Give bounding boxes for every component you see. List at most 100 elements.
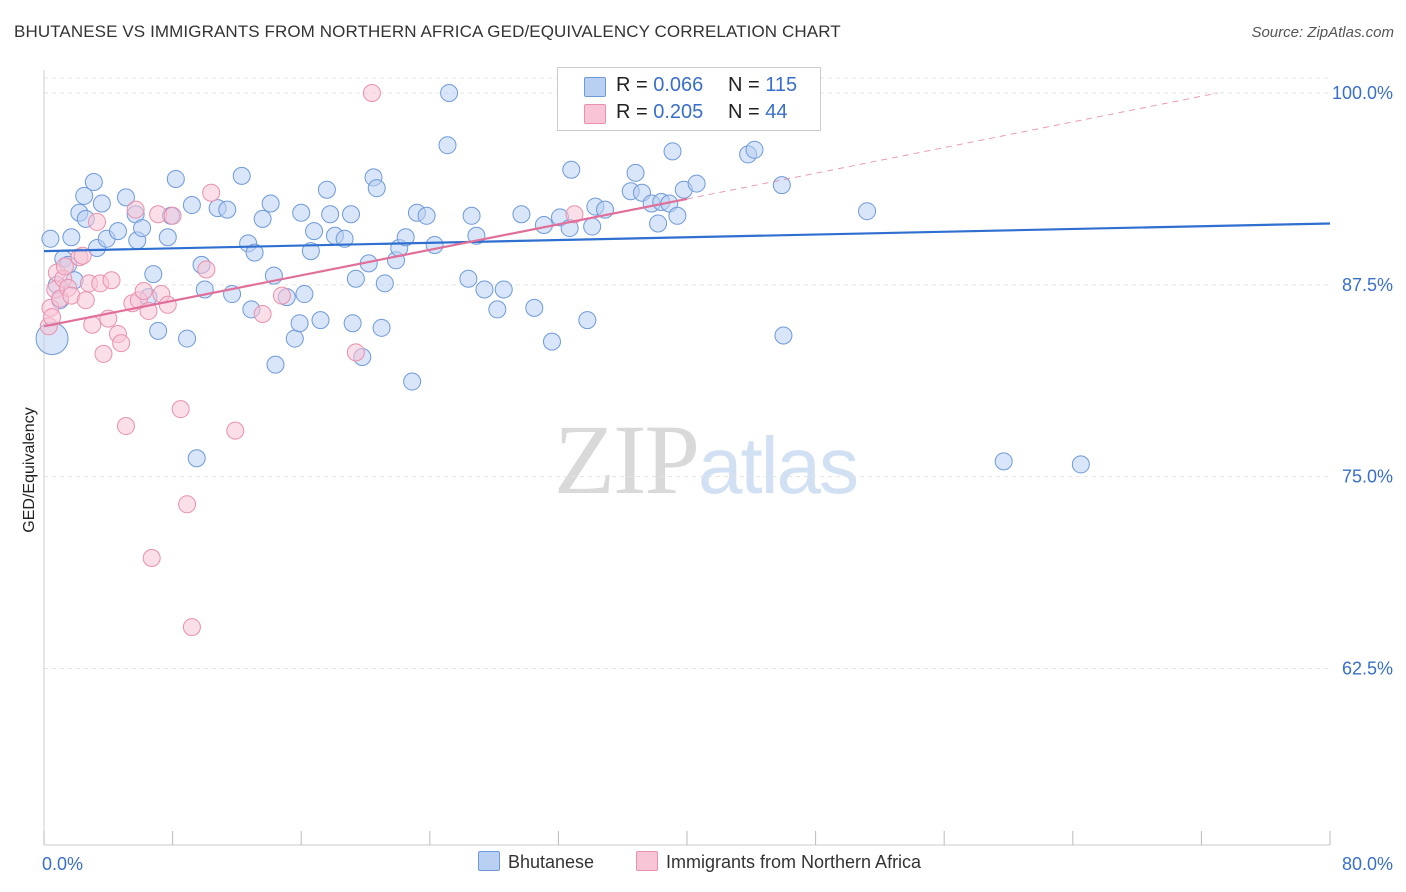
point-bhutanese (858, 202, 877, 221)
point-bhutanese (245, 243, 264, 262)
point-bhutanese (285, 329, 304, 348)
point-immigrants (202, 183, 221, 202)
point-bhutanese (295, 285, 314, 304)
legend-n-immigrants: N = 44 (728, 101, 788, 123)
point-bhutanese (440, 84, 459, 103)
point-immigrants (134, 281, 153, 300)
point-bhutanese (462, 206, 481, 225)
point-bhutanese (321, 205, 340, 224)
point-bhutanese (668, 206, 687, 225)
point-bhutanese (133, 219, 152, 238)
point-bhutanese (92, 194, 111, 213)
point-immigrants (182, 618, 201, 637)
point-bhutanese (346, 269, 365, 288)
point-bhutanese (994, 452, 1013, 471)
chart-title: BHUTANESE VS IMMIGRANTS FROM NORTHERN AF… (14, 22, 841, 41)
point-bhutanese (475, 280, 494, 299)
point-bhutanese (562, 160, 581, 179)
y-tick-label: 87.5% (1342, 275, 1393, 295)
point-immigrants (362, 84, 381, 103)
legend-item-bhutanese: Bhutanese (478, 851, 594, 873)
point-immigrants (126, 200, 145, 219)
point-bhutanese (525, 298, 544, 317)
point-bhutanese (438, 136, 457, 155)
point-bhutanese (512, 205, 531, 224)
point-bhutanese (166, 169, 185, 188)
point-bhutanese (187, 449, 206, 468)
point-bhutanese (343, 314, 362, 333)
point-bhutanese (342, 205, 361, 224)
legend-series: Bhutanese Immigrants from Northern Afric… (0, 851, 1406, 879)
point-immigrants (55, 257, 74, 276)
point-bhutanese (41, 229, 60, 248)
chart-source: Source: ZipAtlas.com (1251, 24, 1394, 41)
point-bhutanese (75, 186, 94, 205)
point-bhutanese (542, 332, 561, 351)
point-bhutanese (663, 142, 682, 161)
point-bhutanese (317, 180, 336, 199)
point-bhutanese (108, 222, 127, 241)
point-bhutanese (232, 166, 251, 185)
point-bhutanese (578, 311, 597, 330)
point-bhutanese (158, 228, 177, 247)
point-immigrants (94, 344, 113, 363)
trend-extension-immigrants (686, 92, 1218, 200)
point-bhutanese (178, 329, 197, 348)
point-immigrants (253, 305, 272, 324)
x-tick-label: 0.0% (42, 854, 83, 874)
legend-swatch-immigrants (584, 104, 606, 124)
point-bhutanese (367, 179, 386, 198)
point-bhutanese (488, 300, 507, 319)
point-bhutanese (182, 196, 201, 215)
watermark: ZIPatlas (554, 402, 859, 517)
point-immigrants (76, 291, 95, 310)
point-bhutanese (290, 314, 309, 333)
legend-r-bhutanese: R = 0.066 (616, 74, 704, 96)
y-tick-label: 75.0% (1342, 467, 1393, 487)
trend-line-bhutanese (43, 222, 1331, 253)
point-bhutanese (774, 326, 793, 345)
point-bhutanese (494, 280, 513, 299)
point-bhutanese (144, 265, 163, 284)
point-bhutanese (253, 209, 272, 228)
point-bhutanese (116, 188, 135, 207)
point-bhutanese (745, 140, 764, 159)
point-immigrants (178, 495, 197, 514)
point-bhutanese (62, 228, 81, 247)
point-bhutanese (626, 163, 645, 182)
point-immigrants (112, 334, 131, 353)
point-bhutanese (301, 242, 320, 261)
point-immigrants (272, 286, 291, 305)
legend-bottom-swatch-bhutanese (478, 851, 500, 871)
point-bhutanese (375, 274, 394, 293)
point-bhutanese (687, 174, 706, 193)
point-bhutanese (417, 206, 436, 225)
watermark-atlas: atlas (698, 421, 859, 510)
legend-item-immigrants: Immigrants from Northern Africa (636, 851, 921, 873)
point-bhutanese (403, 372, 422, 391)
point-bhutanese (266, 355, 285, 374)
y-tick-label: 62.5% (1342, 659, 1393, 679)
point-bhutanese (459, 269, 478, 288)
watermark-zip: ZIP (554, 404, 700, 515)
y-tick-label: 100.0% (1332, 83, 1393, 103)
legend-n-bhutanese: N = 115 (728, 74, 798, 96)
point-bhutanese (149, 321, 168, 340)
point-immigrants (226, 421, 245, 440)
point-immigrants (163, 206, 182, 225)
point-immigrants (102, 271, 121, 290)
trend-line-immigrants (43, 197, 688, 328)
x-tick-label: 80.0% (1342, 854, 1393, 874)
point-immigrants (197, 260, 216, 279)
point-bhutanese (292, 203, 311, 222)
legend-swatch-bhutanese (584, 77, 606, 97)
point-immigrants (565, 205, 584, 224)
point-bhutanese (372, 318, 391, 337)
point-bhutanese (311, 311, 330, 330)
point-bhutanese (1071, 455, 1090, 474)
point-bhutanese (84, 173, 103, 192)
legend-stats: R = 0.066 N = 115 R = 0.205 N = 44 (557, 67, 821, 131)
point-bhutanese (305, 222, 324, 241)
point-immigrants (88, 212, 107, 231)
